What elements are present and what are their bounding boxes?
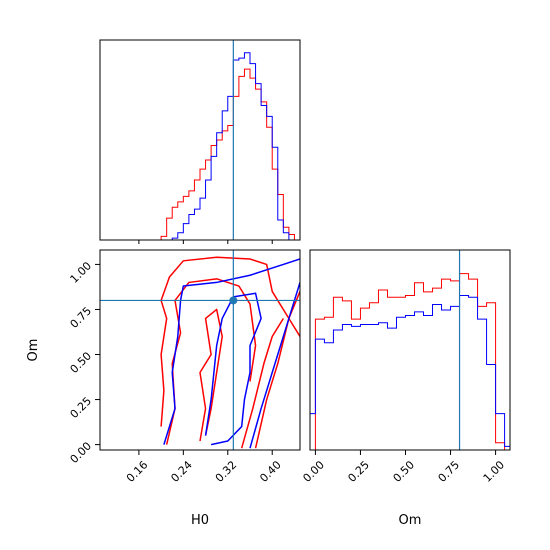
- hist-om-frame: [309, 249, 511, 451]
- hist-h0-panel: [99, 39, 301, 244]
- hist-om-tick-label-4: 1.00: [481, 458, 508, 485]
- contour-blue-6: [204, 292, 262, 446]
- hist-om-tick-label-2: 0.50: [391, 458, 418, 485]
- hist-h0-frame: [99, 39, 301, 241]
- joint-y-tick-label-2: 0.50: [68, 349, 95, 376]
- hist-om-tick-label-1: 0.25: [346, 458, 373, 485]
- contour-red-2: [240, 318, 284, 449]
- joint-y-tick-label-4: 1.00: [68, 259, 95, 286]
- contour-blue-7: [249, 282, 300, 449]
- joint-x-tick-label-3: 0.40: [257, 458, 284, 485]
- contour-red-1: [254, 291, 300, 449]
- joint-y-tick-label-1: 0.25: [68, 394, 95, 421]
- joint-frame: [99, 249, 301, 451]
- hist-om-series-red: [310, 273, 510, 451]
- hist-h0-series-red: [100, 68, 300, 241]
- joint-x-tick-label-2: 0.32: [213, 458, 240, 485]
- y-axis-label-om: Om: [26, 339, 41, 362]
- hist-h0-series-blue: [100, 52, 300, 241]
- joint-x-tick-label-0: 0.16: [124, 458, 151, 485]
- contour-red-0: [160, 256, 300, 427]
- contour-blue-5: [163, 258, 300, 445]
- joint-y-tick-label-3: 0.75: [68, 304, 95, 331]
- joint-y-tick-label-0: 0.00: [68, 440, 95, 467]
- contour-red-4: [199, 308, 223, 442]
- hist-om-tick-label-0: 0.00: [300, 458, 327, 485]
- hist-om-series-blue: [309, 294, 511, 450]
- x-axis-label-om: Om: [399, 513, 422, 528]
- joint-panel: 0.16 0.24 0.32 0.400.000.250.500.751.00 H0 …: [26, 249, 301, 528]
- hist-om-panel: 0.00 0.25 0.50 0.75 1.00 Om: [300, 249, 511, 528]
- hist-om-tick-label-3: 0.75: [436, 458, 463, 485]
- x-axis-label-h0: H0: [191, 513, 209, 528]
- joint-x-tick-label-1: 0.24: [168, 458, 195, 485]
